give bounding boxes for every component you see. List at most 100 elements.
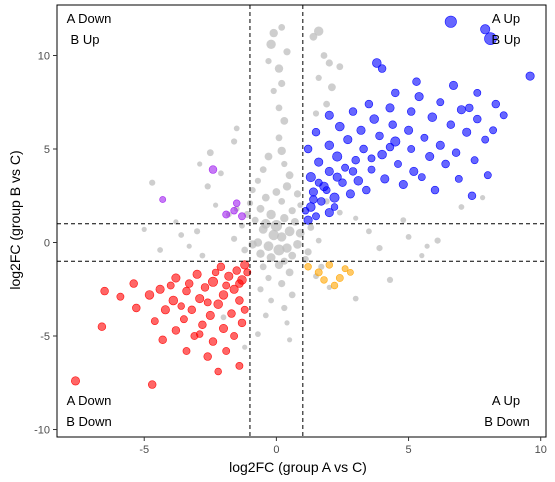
data-point-ns	[273, 244, 285, 256]
data-point-ns	[285, 171, 294, 180]
data-point-up_up	[332, 172, 342, 182]
data-point-up_up	[303, 215, 313, 225]
data-point-up_up	[435, 140, 445, 150]
data-point-down_down	[222, 281, 231, 290]
data-point-down_down	[150, 317, 159, 325]
data-point-ns	[263, 241, 274, 252]
data-point-ns	[157, 247, 164, 253]
data-point-up_down	[341, 265, 349, 273]
data-point-up_up	[467, 191, 477, 201]
data-point-down_down	[97, 322, 107, 331]
data-point-up_up	[484, 32, 497, 46]
data-point-up_up	[480, 24, 491, 35]
data-point-up_up	[303, 144, 313, 154]
data-point-up_up	[309, 195, 318, 204]
data-point-ns	[248, 240, 257, 249]
data-point-up_up	[348, 167, 358, 176]
data-point-up_up	[385, 142, 395, 152]
data-point-up_up	[470, 156, 479, 165]
data-point-ns	[231, 138, 238, 145]
x-tick-label: 10	[535, 444, 547, 456]
data-point-down_up	[233, 199, 241, 207]
data-point-down_down	[192, 269, 202, 279]
data-point-ns	[257, 286, 264, 293]
data-point-up_up	[369, 114, 379, 124]
data-point-ns	[173, 219, 179, 225]
data-point-up_up	[409, 166, 419, 176]
data-point-down_down	[222, 347, 231, 355]
data-point-up_up	[314, 178, 323, 187]
data-point-ns	[424, 243, 430, 249]
data-point-ns	[314, 26, 324, 36]
data-point-ns	[278, 280, 286, 288]
data-point-down_down	[187, 305, 197, 314]
data-point-ns	[280, 214, 289, 223]
data-point-up_down	[320, 276, 328, 284]
points-layer	[71, 15, 535, 389]
data-point-up_up	[462, 127, 472, 137]
data-point-ns	[242, 344, 248, 350]
data-point-up_up	[481, 135, 490, 144]
data-point-ns	[281, 304, 288, 312]
data-point-down_up	[208, 165, 218, 174]
data-point-down_down	[240, 260, 250, 270]
data-point-ns	[266, 253, 276, 262]
data-point-up_up	[391, 88, 400, 98]
data-point-ns	[284, 226, 295, 237]
data-point-up_down	[325, 261, 333, 269]
data-point-down_down	[158, 335, 167, 344]
data-point-up_up	[407, 145, 416, 153]
data-point-ns	[241, 246, 249, 254]
axes-layer: -5 0 5 10 -10 -5 0 5 10	[34, 50, 547, 456]
data-point-ns	[274, 64, 284, 73]
data-point-down_down	[171, 326, 181, 335]
data-point-ns	[269, 28, 278, 38]
data-point-down_down	[232, 266, 241, 275]
data-point-ns	[288, 251, 297, 260]
data-point-ns	[199, 252, 206, 259]
data-point-ns	[254, 177, 261, 184]
data-point-up_up	[394, 160, 402, 168]
data-point-down_down	[216, 262, 226, 271]
data-point-up_up	[345, 189, 355, 199]
data-point-up_up	[385, 103, 395, 113]
data-point-down_down	[214, 367, 222, 376]
x-tick-label: 5	[405, 444, 411, 456]
data-point-ns	[326, 284, 332, 290]
data-point-down_up	[238, 212, 246, 221]
panel-border	[56, 4, 547, 438]
y-tick-label: 10	[38, 50, 50, 62]
data-point-down_down	[205, 310, 215, 320]
data-point-ns	[293, 190, 302, 198]
data-point-up_up	[362, 185, 371, 195]
data-point-down_down	[196, 330, 204, 338]
data-point-up_up	[367, 165, 376, 174]
data-point-ns	[256, 204, 265, 213]
quadrant-label-top-right-line2: B Up	[492, 32, 521, 47]
data-point-up_up	[324, 110, 334, 120]
data-point-up_up	[372, 58, 382, 68]
data-point-down_down	[224, 271, 234, 281]
data-point-down_down	[166, 281, 175, 290]
data-point-down_down	[208, 276, 219, 287]
data-point-down_down	[185, 279, 194, 288]
data-point-down_down	[237, 318, 247, 328]
data-point-up_up	[353, 176, 363, 186]
data-point-up_up	[427, 112, 437, 122]
data-point-ns	[386, 276, 394, 283]
data-point-ns	[458, 204, 465, 210]
data-point-up_up	[343, 135, 353, 145]
data-point-ns	[288, 291, 296, 299]
data-point-ns	[213, 202, 219, 208]
data-point-up_up	[364, 99, 374, 109]
data-point-ns	[376, 245, 383, 252]
data-point-ns	[282, 182, 292, 191]
data-point-ns	[272, 188, 281, 196]
data-point-up_up	[388, 120, 397, 129]
data-point-ns	[304, 248, 312, 256]
y-tick-label: -10	[34, 425, 50, 437]
data-point-ns	[353, 215, 359, 221]
data-point-up_up	[308, 187, 318, 197]
data-point-ns	[256, 249, 265, 258]
